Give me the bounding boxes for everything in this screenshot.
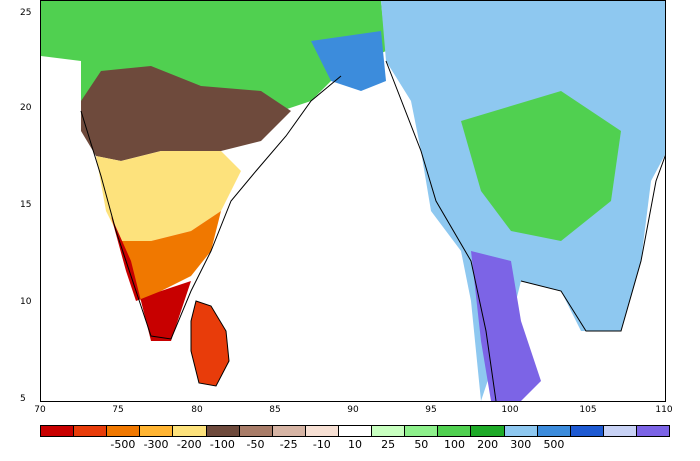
sri-lanka-coastline: [190, 300, 230, 387]
lat-label-5: 5: [20, 394, 26, 404]
lon-label-75: 75: [112, 405, 124, 415]
legend-label: 500: [543, 438, 565, 451]
legend-swatch: [570, 426, 604, 436]
legend-swatch: [173, 426, 207, 436]
indochina-green: [461, 91, 621, 241]
legend-swatch: [74, 426, 108, 436]
lat-label-20: 20: [20, 103, 32, 113]
legend-label: 25: [381, 438, 396, 451]
legend-label: -500: [110, 438, 136, 451]
legend-label: 50: [414, 438, 429, 451]
legend-swatch: [636, 426, 670, 436]
legend-labels: -500 -300 -200 -100 -50 -25 -10 10 25 50 100 200 300…: [40, 438, 670, 452]
legend-swatch: [438, 426, 472, 436]
legend-swatch: [537, 426, 571, 436]
legend-swatch: [338, 426, 373, 436]
legend-swatch: [405, 426, 439, 436]
legend-label: -200: [176, 438, 202, 451]
northeast-region: [311, 31, 386, 91]
legend-label: 100: [443, 438, 465, 451]
lon-label-100: 100: [501, 405, 519, 415]
legend-swatch: [140, 426, 174, 436]
legend-swatch: [206, 426, 240, 436]
legend-swatch: [603, 426, 637, 436]
lat-label-15: 15: [20, 200, 32, 210]
lon-label-85: 85: [269, 405, 281, 415]
legend-swatch: [305, 426, 339, 436]
rainfall-anomaly-map: [40, 0, 666, 402]
south-india-red: [111, 216, 191, 341]
central-india-deficit: [81, 66, 291, 161]
lon-label-90: 90: [347, 405, 359, 415]
lon-label-110: 110: [655, 405, 673, 415]
legend-swatch: [239, 426, 273, 436]
legend-label: 200: [477, 438, 499, 451]
sri-lanka: [191, 301, 229, 386]
lon-label-105: 105: [579, 405, 597, 415]
legend-swatch: [471, 426, 505, 436]
legend-swatch: [372, 426, 406, 436]
legend-label: -50: [246, 438, 265, 451]
lat-label-10: 10: [20, 297, 32, 307]
legend-label: -300: [143, 438, 169, 451]
india-coastline: [80, 75, 342, 340]
lat-label-25: 25: [20, 8, 32, 18]
deccan-yellow-zone: [96, 151, 241, 241]
lon-label-70: 70: [34, 405, 46, 415]
lon-label-95: 95: [425, 405, 437, 415]
legend-label: 10: [348, 438, 362, 451]
legend-swatch: [504, 426, 538, 436]
legend-label: -100: [209, 438, 235, 451]
map-svg: [41, 1, 665, 401]
legend-swatch: [107, 426, 141, 436]
legend-swatch: [41, 426, 75, 436]
legend-swatch: [272, 426, 306, 436]
malay-peninsula: [471, 251, 541, 401]
legend-label: 300: [510, 438, 532, 451]
south-india-orange: [121, 211, 221, 301]
lon-label-80: 80: [191, 405, 203, 415]
legend-label: -10: [312, 438, 331, 451]
legend-color-bar: [40, 425, 670, 437]
indochina-coastline: [385, 60, 665, 401]
legend-label: -25: [279, 438, 298, 451]
